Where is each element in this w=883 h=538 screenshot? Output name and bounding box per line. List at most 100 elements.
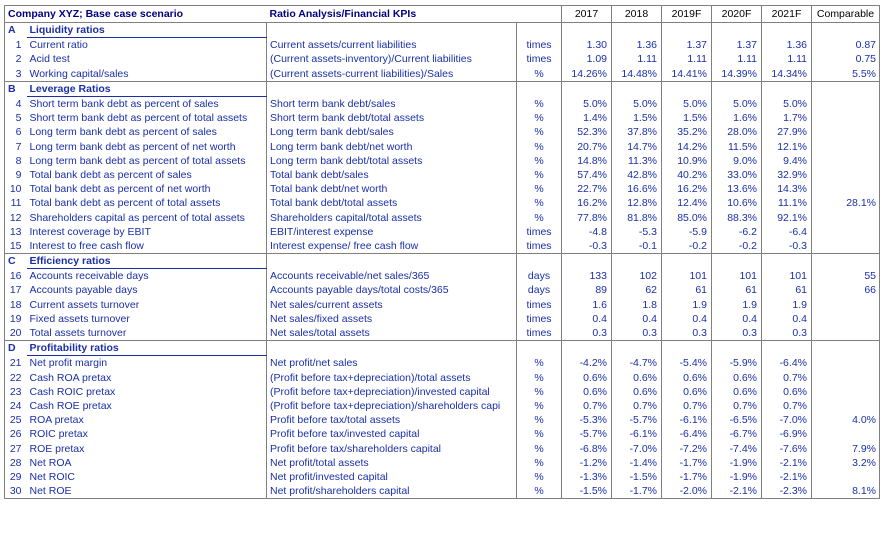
comparable-value [811,427,880,442]
ratio-value: 0.7% [661,398,712,414]
row-number: 22 [9,371,22,384]
year-header: 2021F [761,5,812,23]
ratio-value: 12.8% [611,196,662,211]
ratio-value: 61 [711,283,762,298]
empty-cell [661,340,712,356]
row-number: 28 [9,456,22,469]
ratio-value: 13.6% [711,182,762,197]
ratio-value: -0.1 [611,238,662,254]
empty-cell [661,80,712,97]
ratio-value: -1.7% [611,484,662,499]
comparable-value [811,311,880,326]
ratio-formula: Long term bank debt/net worth [266,139,517,154]
ratio-unit: times [516,325,562,341]
ratio-value: 62 [611,283,662,298]
comparable-value [811,224,880,239]
empty-cell [811,80,880,97]
ratio-value: -0.2 [661,238,712,254]
ratio-formula: Net sales/fixed assets [266,311,517,326]
ratio-value: 14.41% [661,66,712,82]
ratio-value: -7.6% [761,441,812,456]
ratio-value: 0.7% [761,370,812,385]
ratio-value: 9.4% [761,153,812,168]
section-title: Leverage Ratios [26,80,267,97]
ratio-value: 12.1% [761,139,812,154]
row-number: 17 [9,284,22,297]
ratio-unit: % [516,455,562,470]
ratio-value: 14.7% [611,139,662,154]
ratio-formula: Net sales/current assets [266,297,517,312]
ratio-value: 14.2% [661,139,712,154]
ratio-row: 22 Cash ROA pretax (Profit before tax+depr… [5,370,880,385]
ratio-formula: (Profit before tax+depreciation)/investe… [266,384,517,399]
ratio-value: 14.26% [561,66,612,82]
row-number: 2 [15,53,22,66]
ratio-value: 22.7% [561,182,612,197]
ratio-value: -6.1% [661,413,712,428]
ratio-value: 1.37 [711,37,762,53]
ratio-value: -1.5% [611,469,662,484]
ratio-unit: % [516,413,562,428]
ratio-value: 0.4 [761,311,812,326]
ratio-formula: Net profit/shareholders capital [266,484,517,499]
ratio-value: 16.2% [661,182,712,197]
ratio-value: -0.3 [561,238,612,254]
ratio-value: 35.2% [661,125,712,140]
header-row: Company XYZ; Base case scenario Ratio An… [4,5,880,23]
ratio-row: 15 Interest to free cash flow Interest exp… [5,238,880,254]
ratio-value: 0.6% [611,384,662,399]
ratio-formula: Net profit/total assets [266,455,517,470]
ratio-value: 1.9 [711,297,762,312]
ratio-name: Net ROE [29,485,72,498]
ratio-value: 0.3 [761,325,812,341]
empty-cell [711,252,762,269]
ratio-value: 57.4% [561,167,612,183]
ratio-name: Total bank debt as percent of sales [29,168,192,181]
ratio-value: -5.9% [711,355,762,371]
ratio-row: 7 Long term bank debt as percent of net w… [5,139,880,154]
ratio-row: 11 Total bank debt as percent of total as… [5,196,880,211]
row-number: 30 [9,485,22,498]
comparable-value: 8.1% [811,484,880,499]
ratio-value: 5.0% [711,96,762,112]
ratio-unit: % [516,210,562,225]
ratio-value: 1.11 [711,52,762,67]
empty-cell [611,252,662,269]
comparable-value: 28.1% [811,196,880,211]
comparable-value [811,153,880,168]
ratio-value: -1.9% [711,455,762,470]
ratio-value: 40.2% [661,167,712,183]
ratio-value: 1.6% [711,111,762,126]
empty-cell [761,80,812,97]
ratio-formula: Short term bank debt/total assets [266,111,517,126]
sheet-title: Company XYZ; Base case scenario [4,5,267,23]
empty-cell [266,80,517,97]
ratio-row: 18 Current assets turnover Net sales/curre… [5,297,880,312]
empty-cell [711,80,762,97]
ratio-formula: Total bank debt/total assets [266,196,517,211]
row-number: 29 [9,470,22,483]
ratio-value: -5.3 [611,224,662,239]
row-number: 23 [9,385,22,398]
ratio-formula: Shareholders capital/total assets [266,210,517,225]
empty-cell [761,340,812,356]
comparable-value [811,398,880,414]
section-header: B Leverage Ratios [4,80,880,97]
ratio-unit: % [516,96,562,112]
ratio-value: 1.11 [611,52,662,67]
ratio-name: Cash ROA pretax [29,371,112,384]
ratio-value: 14.48% [611,66,662,82]
row-number: 12 [9,211,22,224]
ratio-row: 20 Total assets turnover Net sales/total a… [5,325,880,341]
ratio-name: ROA pretax [29,414,84,427]
row-number: 27 [9,442,22,455]
ratio-name: Interest to free cash flow [29,239,144,252]
empty-cell [516,252,562,269]
ratio-value: -6.8% [561,441,612,456]
year-header: 2020F [711,5,762,23]
ratio-value: -7.4% [711,441,762,456]
ratio-row: 28 Net ROA Net profit/total assets% -1.2% -1… [5,455,880,470]
ratio-row: 4 Short term bank debt as percent of sale… [5,96,880,112]
section-header: C Efficiency ratios [4,252,880,270]
ratio-value: 89 [561,283,612,298]
